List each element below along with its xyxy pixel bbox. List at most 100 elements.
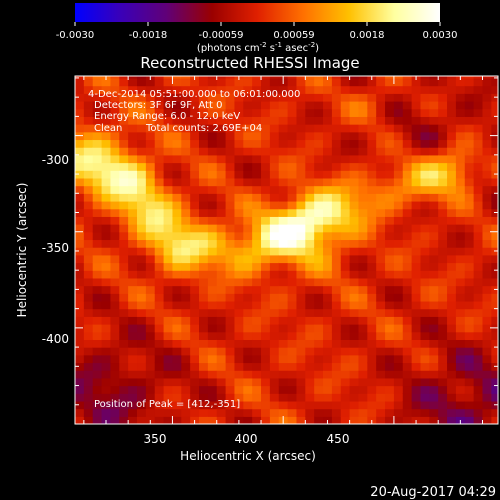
heatmap-cell bbox=[252, 324, 262, 333]
y-tick-label-minus300: -300 bbox=[42, 153, 69, 167]
heatmap-cell bbox=[411, 154, 422, 164]
heatmap-cell bbox=[402, 185, 413, 194]
heatmap-cell bbox=[92, 262, 103, 271]
heatmap-cell bbox=[243, 331, 253, 340]
heatmap-cell bbox=[464, 370, 475, 379]
heatmap-cell bbox=[376, 324, 386, 333]
heatmap-cell bbox=[207, 185, 218, 194]
heatmap-cell bbox=[163, 308, 174, 317]
heatmap-cell bbox=[137, 239, 147, 248]
heatmap-cell bbox=[376, 124, 386, 133]
heatmap-cell bbox=[269, 200, 280, 210]
heatmap-cell bbox=[358, 239, 368, 248]
heatmap-cell bbox=[278, 170, 289, 179]
heatmap-cell bbox=[190, 400, 200, 410]
heatmap-cell bbox=[243, 100, 253, 110]
heatmap-cell bbox=[376, 162, 386, 171]
heatmap-cell bbox=[429, 170, 439, 179]
heatmap-cell bbox=[429, 339, 439, 348]
heatmap-cell bbox=[385, 231, 395, 241]
heatmap-cell bbox=[491, 154, 498, 164]
heatmap-cell bbox=[216, 177, 227, 187]
heatmap-cell bbox=[393, 162, 404, 171]
heatmap-cell bbox=[331, 316, 342, 325]
heatmap-cell bbox=[420, 324, 430, 333]
heatmap-cell bbox=[207, 177, 218, 187]
heatmap-cell bbox=[331, 262, 342, 271]
heatmap-cell bbox=[163, 93, 174, 102]
heatmap-cell bbox=[252, 400, 262, 410]
heatmap-cell bbox=[393, 193, 404, 202]
heatmap-cell bbox=[75, 224, 85, 233]
heatmap-cell bbox=[393, 108, 404, 117]
heatmap-cell bbox=[252, 331, 262, 340]
heatmap-cell bbox=[385, 277, 395, 287]
heatmap-cell bbox=[447, 362, 457, 371]
heatmap-cell bbox=[376, 347, 386, 356]
heatmap-cell bbox=[154, 131, 165, 141]
heatmap-cell bbox=[287, 370, 298, 379]
heatmap-cell bbox=[287, 208, 298, 217]
heatmap-cell bbox=[331, 100, 342, 110]
heatmap-cell bbox=[172, 393, 182, 402]
heatmap-cell bbox=[323, 170, 333, 179]
heatmap-cell bbox=[75, 147, 85, 156]
heatmap-cell bbox=[83, 177, 94, 187]
heatmap-cell bbox=[314, 116, 324, 125]
heatmap-cell bbox=[110, 76, 120, 79]
heatmap-cell bbox=[323, 216, 333, 225]
heatmap-cell bbox=[234, 254, 244, 264]
heatmap-cell bbox=[411, 293, 422, 302]
heatmap-cell bbox=[190, 300, 200, 310]
heatmap-cell bbox=[75, 277, 85, 287]
heatmap-cell bbox=[83, 208, 94, 217]
heatmap-cell bbox=[367, 154, 377, 164]
heatmap-cell bbox=[323, 393, 333, 402]
heatmap-cell bbox=[420, 285, 430, 294]
heatmap-cell bbox=[331, 93, 342, 102]
heatmap-cell bbox=[376, 100, 386, 110]
heatmap-cell bbox=[287, 316, 298, 325]
heatmap-cell bbox=[163, 162, 174, 171]
heatmap-cell bbox=[393, 324, 404, 333]
heatmap-cell bbox=[110, 377, 120, 387]
heatmap-cell bbox=[83, 377, 94, 387]
heatmap-cell bbox=[154, 308, 165, 317]
heatmap-cell bbox=[207, 408, 218, 417]
heatmap-cell bbox=[358, 200, 368, 210]
heatmap-cell bbox=[367, 254, 377, 264]
heatmap-cell bbox=[128, 170, 138, 179]
heatmap-cell bbox=[314, 177, 324, 187]
heatmap-cell bbox=[101, 108, 112, 117]
heatmap-cell bbox=[172, 277, 182, 287]
heatmap-cell bbox=[199, 300, 209, 310]
heatmap-cell bbox=[314, 76, 324, 79]
heatmap-cell bbox=[172, 93, 182, 102]
heatmap-cell bbox=[181, 254, 191, 264]
heatmap-cell bbox=[234, 200, 244, 210]
heatmap-cell bbox=[402, 254, 413, 264]
heatmap-cell bbox=[429, 108, 439, 117]
heatmap-cell bbox=[323, 239, 333, 248]
heatmap-cell bbox=[190, 347, 200, 356]
heatmap-cell bbox=[199, 124, 209, 133]
heatmap-cell bbox=[75, 377, 85, 387]
heatmap-cell bbox=[323, 208, 333, 217]
heatmap-cell bbox=[402, 147, 413, 156]
heatmap-cell bbox=[92, 231, 103, 241]
heatmap-cell bbox=[420, 385, 430, 394]
heatmap-cell bbox=[323, 316, 333, 325]
heatmap-cell bbox=[278, 224, 289, 233]
heatmap-cell bbox=[119, 208, 129, 217]
heatmap-cell bbox=[447, 147, 457, 156]
heatmap-cell bbox=[83, 147, 94, 156]
heatmap-cell bbox=[190, 108, 200, 117]
heatmap-cell bbox=[367, 377, 377, 387]
heatmap-cell bbox=[101, 224, 112, 233]
info-method: Clean bbox=[94, 123, 122, 134]
heatmap-cell bbox=[137, 247, 147, 256]
heatmap-cell bbox=[314, 124, 324, 133]
heatmap-cell bbox=[190, 147, 200, 156]
heatmap-cell bbox=[464, 131, 475, 141]
heatmap-cell bbox=[128, 254, 138, 264]
